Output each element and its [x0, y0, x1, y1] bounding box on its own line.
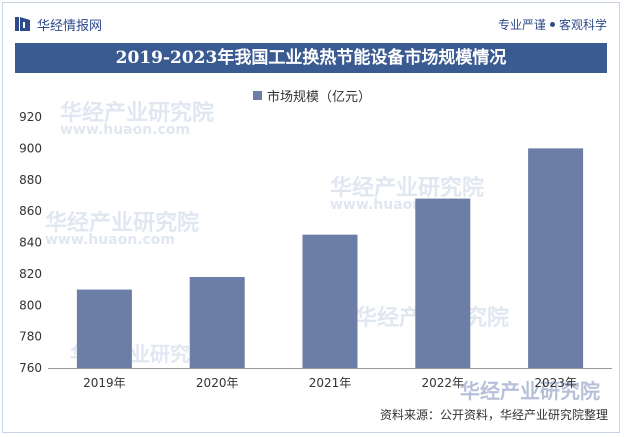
x-tick-label: 2019年	[83, 376, 126, 390]
x-tick-label: 2023年	[534, 376, 577, 390]
chart-title: 2019-2023年我国工业换热节能设备市场规模情况	[15, 43, 607, 73]
x-tick-label: 2022年	[422, 376, 465, 390]
brand: 华经情报网	[15, 15, 102, 34]
y-tick-label: 780	[19, 330, 42, 344]
tagline: 专业严谨 客观科学	[498, 16, 607, 33]
watermark-text: 华经产业研究院	[45, 211, 200, 236]
y-tick-label: 880	[19, 173, 42, 187]
bar	[302, 234, 358, 368]
watermark-text: 华经产业研究院	[60, 101, 215, 126]
legend-swatch	[252, 90, 262, 100]
bullet-dot-icon	[549, 21, 555, 27]
x-tick-label: 2021年	[309, 376, 352, 390]
bar	[415, 198, 471, 368]
y-tick-label: 900	[19, 141, 42, 155]
bar	[76, 289, 132, 368]
y-tick-label: 760	[19, 361, 42, 375]
source-note: 资料来源：公开资料，华经产业研究院整理	[379, 408, 608, 422]
logo-icon	[15, 17, 30, 31]
watermark-text: 华经产业研究院	[460, 379, 600, 403]
tagline-left: 专业严谨	[497, 17, 546, 32]
y-tick-label: 800	[19, 298, 42, 312]
brand-name: 华经情报网	[37, 18, 103, 34]
y-tick-label: 840	[19, 236, 42, 250]
y-tick-label: 920	[19, 110, 42, 124]
y-tick-label: 820	[19, 267, 42, 281]
header-bar: 华经情报网 专业严谨 客观科学	[15, 11, 607, 37]
bar	[528, 148, 584, 368]
y-tick-label: 860	[19, 204, 42, 218]
watermark-text: 华经产业研究院	[330, 176, 485, 201]
bar	[189, 277, 245, 368]
watermark-text: www.huaon.com	[60, 122, 191, 138]
legend-label: 市场规模（亿元）	[266, 89, 371, 105]
tagline-right: 客观科学	[558, 17, 607, 32]
x-tick-label: 2020年	[196, 376, 239, 390]
chart-legend: 市场规模（亿元）	[0, 86, 624, 105]
watermark-text: www.huaon.com	[45, 232, 176, 248]
